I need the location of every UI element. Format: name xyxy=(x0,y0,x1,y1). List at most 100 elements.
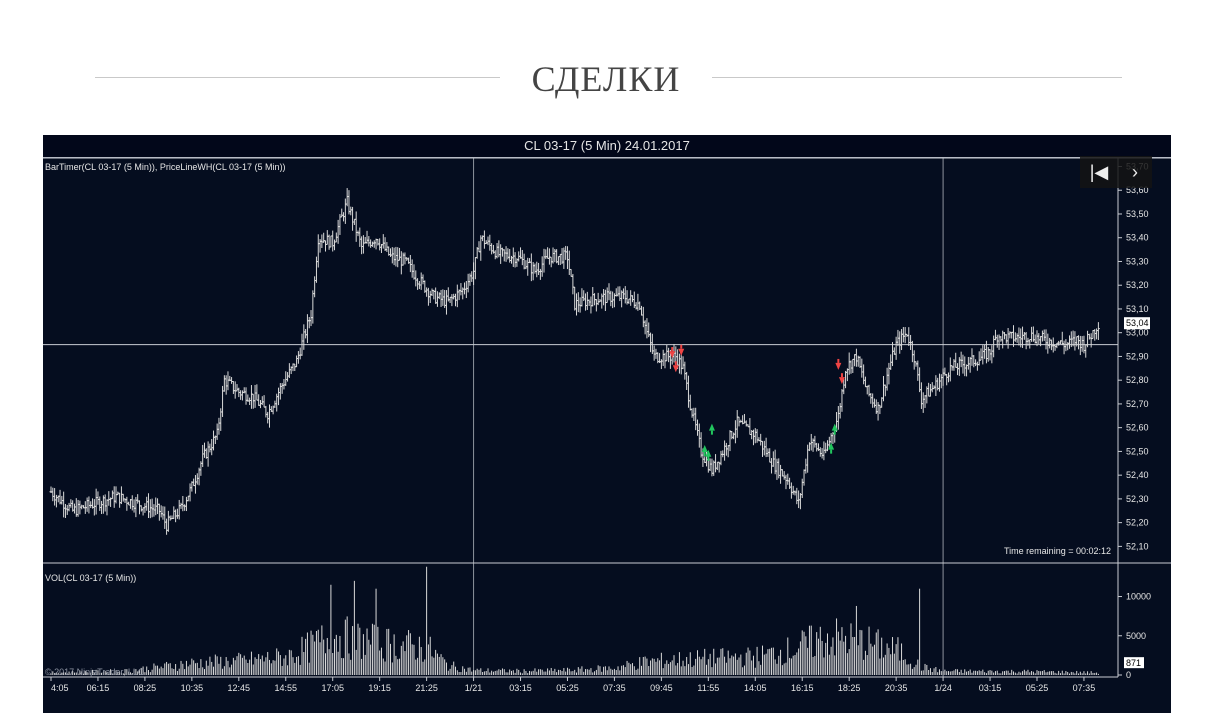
price-tick-label: 53,50 xyxy=(1126,209,1149,219)
ohlc-bar xyxy=(266,411,270,424)
ohlc-bar xyxy=(526,257,530,276)
ohlc-bar xyxy=(388,248,392,257)
ohlc-bar xyxy=(815,442,819,452)
ohlc-bar xyxy=(103,494,107,512)
time-tick-label: 17:05 xyxy=(321,683,344,693)
ohlc-bar xyxy=(331,230,335,252)
ohlc-bar xyxy=(1002,332,1006,340)
ohlc-bar xyxy=(141,507,145,516)
ohlc-bar xyxy=(643,320,647,335)
ohlc-bar xyxy=(993,329,997,341)
ohlc-bar xyxy=(661,349,665,366)
ohlc-bar xyxy=(201,444,205,468)
ohlc-bar xyxy=(183,504,187,511)
price-bars xyxy=(49,188,1100,535)
ohlc-bar xyxy=(286,372,290,382)
ohlc-bar xyxy=(751,429,755,446)
ohlc-bar xyxy=(376,238,380,246)
ohlc-bar xyxy=(314,256,318,283)
ohlc-bar xyxy=(206,441,210,467)
ohlc-bar xyxy=(887,362,891,385)
ohlc-bar xyxy=(351,206,355,231)
volume-tick-label: 10000 xyxy=(1126,592,1151,602)
ohlc-bar xyxy=(381,234,385,249)
ohlc-bar xyxy=(161,506,165,520)
ohlc-bar xyxy=(587,299,591,306)
ohlc-bar xyxy=(51,487,55,502)
ohlc-bar xyxy=(759,433,763,446)
ohlc-bar xyxy=(798,493,802,510)
ohlc-bar xyxy=(748,418,752,436)
ohlc-bar xyxy=(188,483,192,502)
price-tick-label: 52,60 xyxy=(1126,423,1149,433)
ohlc-bar xyxy=(1060,331,1064,346)
ohlc-bar xyxy=(343,198,347,224)
ohlc-bar xyxy=(316,234,320,268)
ohlc-bar xyxy=(378,238,382,251)
ohlc-bar xyxy=(983,344,987,359)
ohlc-bar xyxy=(89,501,93,508)
ohlc-bar xyxy=(900,329,904,351)
buy-marker-stem xyxy=(710,430,713,435)
ohlc-bar xyxy=(320,234,324,249)
ohlc-bar xyxy=(605,287,609,303)
ohlc-bar xyxy=(235,384,239,392)
sell-marker-stem xyxy=(837,358,840,363)
time-tick-label: 18:25 xyxy=(838,683,861,693)
ohlc-bar xyxy=(284,371,288,386)
ohlc-bar xyxy=(966,356,970,370)
ohlc-bar xyxy=(869,393,873,404)
ohlc-bar xyxy=(636,293,640,311)
ohlc-bar xyxy=(939,374,943,389)
ohlc-bar xyxy=(401,252,405,266)
ohlc-bar xyxy=(340,208,344,218)
time-tick-label: 05:25 xyxy=(1026,683,1049,693)
ohlc-bar xyxy=(441,289,445,306)
ohlc-bar xyxy=(851,358,855,374)
chevron-right-icon[interactable]: › xyxy=(1132,162,1138,182)
ohlc-bar xyxy=(665,344,669,362)
ohlc-bar xyxy=(1091,330,1095,340)
ohlc-bar xyxy=(999,336,1003,342)
ohlc-bar xyxy=(903,327,907,344)
ohlc-bar xyxy=(291,363,295,372)
ohlc-bar xyxy=(425,287,429,297)
ohlc-bar xyxy=(472,262,476,285)
ohlc-bar xyxy=(1013,332,1017,342)
ohlc-bar xyxy=(305,314,309,343)
ohlc-bar xyxy=(862,364,866,385)
ohlc-bar xyxy=(529,253,533,282)
time-tick-label: 10:35 xyxy=(181,683,204,693)
ohlc-bar xyxy=(444,290,448,315)
ohlc-bar xyxy=(435,291,439,307)
ohlc-bar xyxy=(249,385,253,409)
ohlc-bar xyxy=(195,473,199,485)
ohlc-bar xyxy=(838,403,842,419)
ohlc-bar xyxy=(280,382,284,394)
ohlc-bar xyxy=(76,499,80,517)
ohlc-bar xyxy=(268,404,272,428)
ohlc-bar xyxy=(466,273,470,293)
sell-marker xyxy=(838,377,845,385)
last-price-label: 53,04 xyxy=(1126,318,1149,328)
ohlc-bar xyxy=(1042,329,1046,341)
sell-marker xyxy=(835,362,842,370)
ohlc-bar xyxy=(184,496,188,512)
trade-markers xyxy=(669,344,845,461)
ohlc-bar xyxy=(1048,337,1052,349)
ohlc-bar xyxy=(1040,330,1044,342)
ohlc-bar xyxy=(800,478,804,499)
ohlc-bar xyxy=(558,253,562,266)
ohlc-bar xyxy=(62,491,66,518)
skip-to-first-icon[interactable]: |◀ xyxy=(1089,162,1109,182)
ohlc-bar xyxy=(311,290,315,324)
time-remaining-label: Time remaining = 00:02:12 xyxy=(1004,546,1111,556)
ohlc-bar xyxy=(923,395,927,408)
ohlc-bar xyxy=(567,250,571,275)
ohlc-bar xyxy=(919,382,923,409)
ohlc-bar xyxy=(186,495,190,502)
time-tick-label: 07:35 xyxy=(603,683,626,693)
ohlc-bar xyxy=(336,219,340,244)
ohlc-bar xyxy=(428,290,432,303)
ohlc-bar xyxy=(372,240,376,248)
